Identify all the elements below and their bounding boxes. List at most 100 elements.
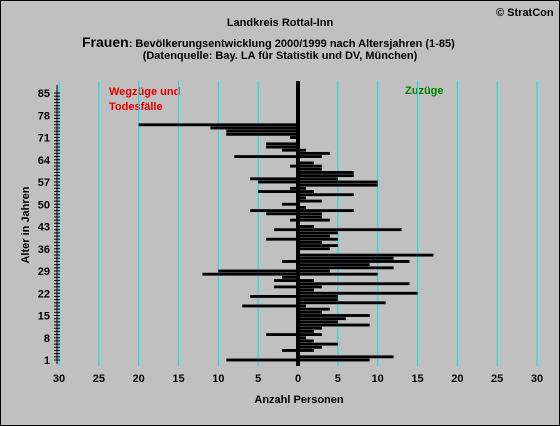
bar-inflow	[298, 358, 370, 362]
bar-outflow	[138, 123, 298, 127]
bar-outflow	[202, 272, 298, 276]
bar-inflow	[298, 317, 346, 321]
bar-inflow	[298, 298, 338, 302]
bar-inflow	[298, 174, 354, 178]
annotation-outflow-line2: Todesfälle	[109, 101, 163, 113]
y-tick-label: 50	[38, 199, 50, 211]
bar-outflow	[218, 269, 298, 273]
bar-inflow	[298, 288, 314, 292]
bar-inflow	[298, 310, 322, 314]
bar-inflow	[298, 171, 354, 174]
bar-inflow	[298, 190, 314, 193]
x-tick-label: 15	[172, 373, 184, 385]
x-tick-label: 5	[335, 373, 341, 385]
bar-inflow	[298, 209, 354, 213]
bar-outflow	[290, 218, 298, 222]
bar-inflow	[298, 291, 418, 295]
y-tick-label: 1	[44, 355, 50, 367]
x-tick-label: 5	[255, 373, 261, 385]
bar-inflow	[298, 215, 322, 219]
bar-inflow	[298, 237, 338, 241]
bar-outflow	[210, 126, 298, 130]
bar-outflow	[258, 180, 298, 184]
x-tick-label: 30	[53, 373, 65, 385]
bar-inflow	[298, 282, 410, 286]
bar-outflow	[266, 237, 298, 241]
bar-inflow	[298, 260, 410, 263]
bar-inflow	[298, 339, 314, 343]
bar-outflow	[282, 148, 298, 152]
bar-outflow	[274, 285, 298, 289]
chart-subtitle: Frauen: Bevölkerungsentwicklung 2000/199…	[82, 34, 455, 50]
bar-inflow	[298, 180, 378, 184]
x-tick-label: 25	[93, 373, 105, 385]
x-tick-label: 0	[295, 373, 301, 385]
bar-outflow	[250, 294, 298, 298]
copyright-label: © StratCon	[496, 7, 554, 19]
bar-inflow	[298, 183, 378, 187]
bar-inflow	[298, 177, 338, 181]
bar-inflow	[298, 247, 330, 251]
bar-inflow	[298, 231, 338, 235]
bar-inflow	[298, 212, 322, 216]
annotation-outflow: Wegzüge und Todesfälle	[109, 85, 180, 115]
bar-inflow	[298, 323, 370, 327]
bar-inflow	[298, 253, 434, 257]
bar-inflow	[298, 228, 402, 232]
bar-outflow	[274, 228, 298, 232]
bar-outflow	[226, 132, 298, 136]
bar-inflow	[298, 342, 338, 346]
bar-inflow	[298, 161, 314, 165]
x-tick-label: 20	[451, 373, 463, 385]
bar-inflow	[298, 285, 322, 289]
bar-inflow	[298, 326, 322, 330]
bar-outflow	[242, 304, 298, 308]
bar-outflow	[258, 190, 298, 193]
y-tick-label: 36	[38, 244, 50, 256]
bar-inflow	[298, 256, 394, 260]
bar-inflow	[298, 193, 354, 197]
bar-inflow	[298, 279, 314, 282]
bar-inflow	[298, 155, 322, 159]
y-tick-label: 22	[38, 288, 50, 300]
bar-outflow	[250, 177, 298, 181]
bar-outflow	[266, 212, 298, 216]
bar-inflow	[298, 205, 306, 209]
bar-inflow	[298, 148, 306, 152]
bar-inflow	[298, 186, 306, 190]
bar-inflow	[298, 244, 338, 248]
bar-outflow	[282, 349, 298, 352]
y-tick-label: 43	[38, 222, 50, 234]
chart-subtitle-prefix: Frauen	[82, 34, 129, 50]
bar-outflow	[226, 358, 298, 362]
bar-inflow	[298, 307, 330, 311]
y-tick-label: 85	[38, 88, 50, 100]
bar-inflow	[298, 218, 330, 222]
x-tick-label: 10	[372, 373, 384, 385]
bar-inflow	[298, 199, 322, 203]
y-tick-label: 57	[38, 177, 50, 189]
bar-inflow	[298, 196, 306, 200]
y-tick-label: 64	[38, 155, 51, 167]
x-tick-label: 10	[212, 373, 224, 385]
x-tick-label: 20	[133, 373, 145, 385]
bar-inflow	[298, 263, 370, 267]
bar-outflow	[290, 186, 298, 190]
bar-outflow	[266, 145, 298, 149]
bar-inflow	[298, 314, 370, 317]
bar-inflow	[298, 294, 338, 298]
chart-subtitle-rest: : Bevölkerungsentwicklung 2000/1999 nach…	[128, 38, 455, 50]
x-tick-label: 25	[491, 373, 503, 385]
chart-title: Landkreis Rottal-Inn	[226, 17, 334, 29]
bar-outflow	[282, 275, 298, 279]
bar-inflow	[298, 164, 322, 168]
bar-inflow	[298, 301, 386, 305]
bar-inflow	[298, 151, 330, 155]
bar-outflow	[274, 279, 298, 282]
bar-inflow	[298, 234, 330, 238]
bar-outflow	[282, 260, 298, 263]
bar-inflow	[298, 345, 322, 349]
bar-inflow	[298, 329, 314, 333]
x-tick-label: 15	[411, 373, 423, 385]
